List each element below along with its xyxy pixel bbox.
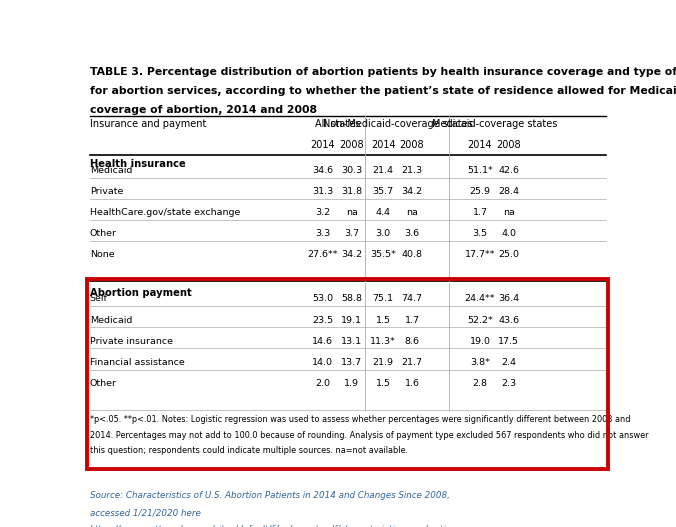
Text: coverage of abortion, 2014 and 2008: coverage of abortion, 2014 and 2008	[90, 105, 317, 115]
Text: 31.3: 31.3	[312, 187, 333, 196]
Text: 36.4: 36.4	[498, 295, 519, 304]
Text: Other: Other	[90, 379, 117, 388]
Text: 14.6: 14.6	[312, 337, 333, 346]
Text: 34.2: 34.2	[402, 187, 422, 196]
Text: Self: Self	[90, 295, 107, 304]
Text: 17.5: 17.5	[498, 337, 519, 346]
Text: 3.7: 3.7	[344, 229, 359, 238]
Text: 2008: 2008	[400, 140, 425, 150]
Text: 4.0: 4.0	[502, 229, 516, 238]
Text: 17.7**: 17.7**	[465, 250, 496, 259]
Text: 1.5: 1.5	[376, 379, 391, 388]
Text: 4.4: 4.4	[376, 208, 391, 217]
Text: 2.8: 2.8	[473, 379, 487, 388]
Text: 2.4: 2.4	[502, 358, 516, 367]
Text: 2014: 2014	[468, 140, 492, 150]
Text: 51.1*: 51.1*	[467, 166, 493, 175]
Text: 1.9: 1.9	[344, 379, 359, 388]
Text: 30.3: 30.3	[341, 166, 362, 175]
Text: 24.4**: 24.4**	[465, 295, 496, 304]
Text: Health insurance: Health insurance	[90, 159, 185, 169]
Text: this question; respondents could indicate multiple sources. na=not available.: this question; respondents could indicat…	[90, 446, 408, 455]
Text: 21.7: 21.7	[402, 358, 422, 367]
Text: na: na	[345, 208, 358, 217]
Text: 21.9: 21.9	[372, 358, 393, 367]
Text: 2.3: 2.3	[502, 379, 516, 388]
Text: 31.8: 31.8	[341, 187, 362, 196]
Text: for abortion services, according to whether the patient’s state of residence all: for abortion services, according to whet…	[90, 86, 676, 96]
Text: 1.5: 1.5	[376, 316, 391, 325]
Text: Abortion payment: Abortion payment	[90, 288, 191, 298]
Text: 3.2: 3.2	[315, 208, 331, 217]
Text: 14.0: 14.0	[312, 358, 333, 367]
Text: 25.9: 25.9	[470, 187, 491, 196]
Text: 35.5*: 35.5*	[370, 250, 396, 259]
Text: TABLE 3. Percentage distribution of abortion patients by health insurance covera: TABLE 3. Percentage distribution of abor…	[90, 67, 676, 77]
Text: 2008: 2008	[339, 140, 364, 150]
Text: 43.6: 43.6	[498, 316, 519, 325]
Text: 52.2*: 52.2*	[467, 316, 493, 325]
Text: 34.2: 34.2	[341, 250, 362, 259]
Text: All states: All states	[314, 119, 360, 129]
Text: 27.6**: 27.6**	[308, 250, 338, 259]
Text: 2014: 2014	[371, 140, 395, 150]
Text: na: na	[503, 208, 515, 217]
Text: 19.1: 19.1	[341, 316, 362, 325]
Text: 35.7: 35.7	[372, 187, 393, 196]
Text: 3.0: 3.0	[376, 229, 391, 238]
Text: 23.5: 23.5	[312, 316, 333, 325]
Text: 28.4: 28.4	[498, 187, 519, 196]
Text: Financial assistance: Financial assistance	[90, 358, 185, 367]
Text: Medicaid: Medicaid	[90, 166, 132, 175]
Text: Non–Medicaid-coverage states: Non–Medicaid-coverage states	[322, 119, 473, 129]
Text: *p<.05. **p<.01. Notes: Logistic regression was used to assess whether percentag: *p<.05. **p<.01. Notes: Logistic regress…	[90, 415, 630, 424]
Text: 21.3: 21.3	[402, 166, 422, 175]
Text: 2.0: 2.0	[316, 379, 331, 388]
Text: 1.7: 1.7	[473, 208, 487, 217]
Text: Medicaid-coverage states: Medicaid-coverage states	[432, 119, 557, 129]
Text: 13.1: 13.1	[341, 337, 362, 346]
Text: Private: Private	[90, 187, 123, 196]
Text: accessed 1/21/2020 here: accessed 1/21/2020 here	[90, 508, 201, 517]
Text: 13.7: 13.7	[341, 358, 362, 367]
Text: 58.8: 58.8	[341, 295, 362, 304]
Text: Insurance and payment: Insurance and payment	[90, 119, 206, 129]
Text: 3.3: 3.3	[315, 229, 331, 238]
Text: 1.7: 1.7	[404, 316, 419, 325]
Text: 74.7: 74.7	[402, 295, 422, 304]
Text: 19.0: 19.0	[470, 337, 491, 346]
Text: 3.5: 3.5	[473, 229, 487, 238]
Text: 21.4: 21.4	[372, 166, 393, 175]
Text: Medicaid: Medicaid	[90, 316, 132, 325]
Text: 2014: 2014	[310, 140, 335, 150]
Text: 3.8*: 3.8*	[470, 358, 490, 367]
Text: 42.6: 42.6	[498, 166, 519, 175]
Text: 8.6: 8.6	[404, 337, 419, 346]
Text: 75.1: 75.1	[372, 295, 393, 304]
Text: None: None	[90, 250, 114, 259]
Text: 1.6: 1.6	[404, 379, 419, 388]
Text: 3.6: 3.6	[404, 229, 420, 238]
Text: 25.0: 25.0	[498, 250, 519, 259]
Text: HealthCare.gov/state exchange: HealthCare.gov/state exchange	[90, 208, 240, 217]
Text: https://www.guttmacher.org/sites/default/files/report_pdf/characteristics-us-abo: https://www.guttmacher.org/sites/default…	[90, 525, 460, 527]
Text: 40.8: 40.8	[402, 250, 422, 259]
Text: 53.0: 53.0	[312, 295, 333, 304]
Text: Source: Characteristics of U.S. Abortion Patients in 2014 and Changes Since 2008: Source: Characteristics of U.S. Abortion…	[90, 491, 450, 500]
Text: Other: Other	[90, 229, 117, 238]
Text: 2014. Percentages may not add to 100.0 because of rounding. Analysis of payment : 2014. Percentages may not add to 100.0 b…	[90, 431, 648, 440]
Bar	[87, 279, 608, 469]
Text: 2008: 2008	[497, 140, 521, 150]
Text: na: na	[406, 208, 418, 217]
Text: Private insurance: Private insurance	[90, 337, 173, 346]
Text: 34.6: 34.6	[312, 166, 333, 175]
Text: 11.3*: 11.3*	[370, 337, 396, 346]
